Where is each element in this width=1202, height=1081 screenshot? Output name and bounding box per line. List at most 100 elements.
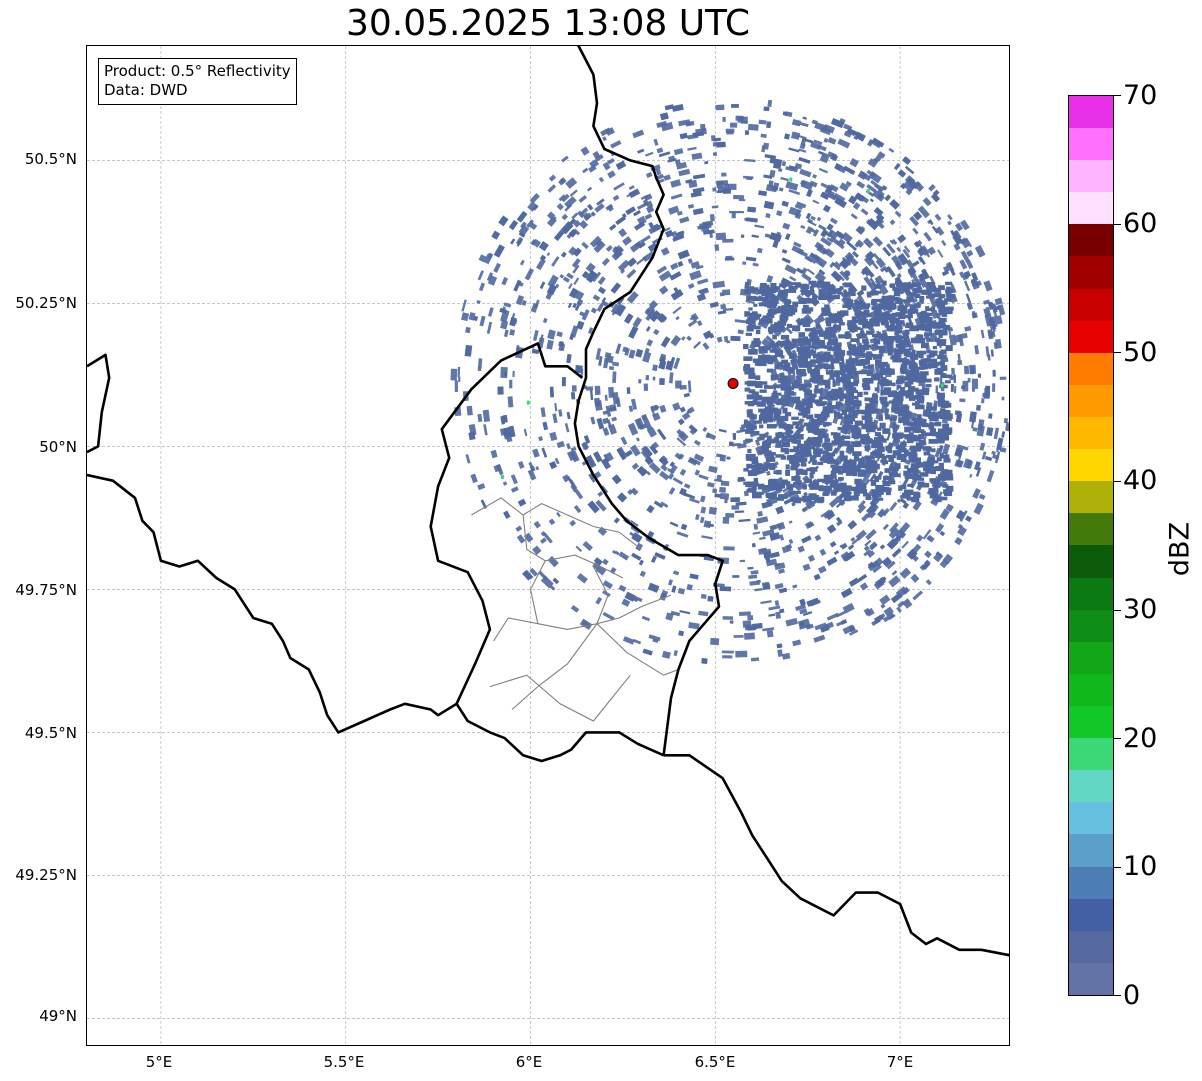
radar-echo bbox=[508, 220, 519, 231]
colorbar-tick-label: 30 bbox=[1123, 594, 1158, 625]
radar-echo bbox=[760, 446, 769, 452]
radar-echo bbox=[726, 130, 734, 135]
radar-echo bbox=[789, 454, 796, 458]
radar-echo bbox=[660, 336, 671, 348]
radar-echo bbox=[632, 638, 642, 645]
colorbar-segment bbox=[1069, 417, 1113, 450]
radar-echo bbox=[465, 454, 471, 464]
radar-echo bbox=[929, 282, 935, 288]
radar-echo bbox=[940, 373, 947, 378]
radar-echo bbox=[719, 492, 730, 500]
radar-echo bbox=[610, 282, 621, 294]
radar-echo bbox=[627, 489, 634, 496]
radar-echo bbox=[631, 552, 642, 561]
radar-echo bbox=[939, 408, 946, 412]
radar-echo bbox=[527, 469, 537, 481]
radar-echo bbox=[988, 413, 993, 419]
radar-echo bbox=[646, 205, 655, 214]
radar-echo bbox=[805, 402, 813, 409]
radar-echo bbox=[943, 324, 951, 330]
radar-echo bbox=[624, 449, 633, 457]
radar-echo bbox=[707, 481, 715, 488]
radar-echo bbox=[549, 431, 558, 442]
radar-echo bbox=[855, 529, 867, 541]
radar-echo bbox=[634, 221, 646, 231]
country-border bbox=[663, 754, 1009, 957]
radar-echo bbox=[569, 189, 578, 197]
radar-echo bbox=[871, 463, 880, 470]
radar-echo bbox=[971, 388, 976, 392]
radar-echo bbox=[775, 497, 784, 501]
radar-echo bbox=[868, 321, 875, 326]
radar-echo bbox=[776, 643, 783, 649]
colorbar-segment bbox=[1069, 288, 1113, 321]
radar-echo bbox=[803, 491, 808, 497]
radar-echo bbox=[938, 329, 948, 336]
radar-echo bbox=[793, 481, 800, 486]
radar-echo bbox=[738, 210, 745, 214]
radar-echo bbox=[824, 304, 830, 310]
radar-echo bbox=[950, 229, 959, 241]
radar-echo bbox=[809, 252, 820, 262]
radar-echo bbox=[652, 376, 656, 381]
radar-echo bbox=[769, 524, 777, 531]
radar-echo bbox=[633, 595, 643, 603]
radar-echo bbox=[780, 385, 788, 391]
radar-echo bbox=[852, 466, 861, 472]
radar-echo bbox=[824, 438, 831, 443]
lat-tick-label: 49.25°N bbox=[15, 866, 77, 884]
radar-echo bbox=[757, 483, 765, 490]
radar-echo bbox=[795, 468, 803, 475]
radar-echo bbox=[910, 445, 919, 450]
radar-echo bbox=[894, 463, 901, 469]
radar-echo bbox=[852, 202, 861, 210]
radar-echo bbox=[912, 260, 920, 267]
radar-echo bbox=[906, 437, 914, 444]
radar-echo bbox=[897, 234, 907, 243]
radar-echo bbox=[934, 377, 940, 382]
radar-echo bbox=[909, 355, 919, 360]
radar-echo bbox=[644, 213, 653, 220]
radar-echo bbox=[972, 427, 978, 432]
radar-echo bbox=[882, 302, 890, 308]
radar-echo bbox=[546, 283, 558, 296]
radar-echo bbox=[938, 294, 943, 298]
radar-echo bbox=[883, 475, 893, 481]
radar-echo bbox=[901, 339, 907, 343]
radar-echo bbox=[871, 347, 878, 352]
radar-echo bbox=[695, 265, 704, 270]
radar-echo bbox=[837, 288, 842, 292]
radar-echo bbox=[828, 229, 839, 240]
radar-echo bbox=[892, 296, 900, 302]
radar-echo bbox=[993, 427, 1000, 440]
radar-echo bbox=[893, 535, 901, 542]
radar-echo bbox=[924, 359, 931, 363]
radar-echo bbox=[819, 363, 829, 369]
radar-echo bbox=[871, 320, 880, 327]
radar-echo bbox=[751, 425, 757, 430]
radar-echo bbox=[793, 455, 803, 462]
radar-echo bbox=[924, 550, 932, 559]
radar-echo bbox=[490, 449, 498, 459]
radar-echo bbox=[734, 319, 747, 324]
radar-echo bbox=[814, 399, 823, 405]
radar-echo bbox=[816, 216, 822, 222]
radar-echo bbox=[889, 471, 898, 477]
radar-echo bbox=[867, 353, 876, 358]
radar-echo bbox=[899, 368, 906, 373]
radar-echo bbox=[882, 523, 889, 531]
radar-echo bbox=[827, 459, 838, 464]
radar-echo bbox=[571, 258, 581, 268]
radar-echo bbox=[635, 542, 644, 552]
radar-echo bbox=[670, 289, 684, 301]
radar-echo bbox=[874, 438, 882, 445]
radar-echo bbox=[785, 386, 795, 391]
radar-echo bbox=[670, 193, 683, 200]
radar-echo bbox=[922, 378, 932, 383]
radar-echo bbox=[607, 170, 616, 179]
radar-echo bbox=[835, 610, 846, 618]
radar-echo bbox=[634, 241, 640, 247]
radar-echo bbox=[611, 549, 617, 555]
radar-echo bbox=[812, 174, 817, 179]
radar-echo bbox=[734, 510, 745, 514]
